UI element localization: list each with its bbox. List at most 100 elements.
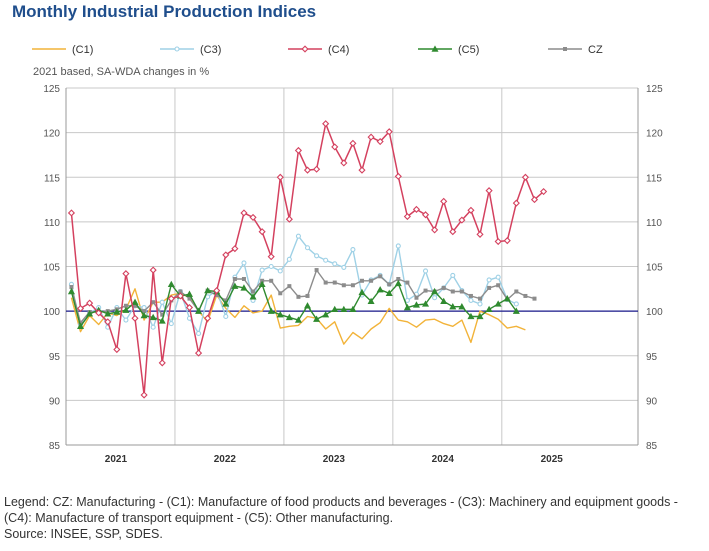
point-c4-15: [204, 314, 212, 322]
point-c4-32: [358, 166, 366, 174]
point-cz-22: [269, 278, 274, 283]
point-c4-49: [512, 199, 520, 207]
point-c5-20: [249, 293, 257, 300]
point-c3-15: [205, 294, 211, 300]
point-c5-8: [140, 311, 148, 319]
point-c5-38: [412, 301, 420, 308]
point-c5-36: [394, 279, 402, 287]
point-cz-42: [450, 289, 455, 294]
point-cz-25: [296, 294, 301, 299]
point-c3-36: [395, 243, 401, 249]
point-c5-30: [340, 305, 348, 313]
point-c5-27: [313, 315, 321, 322]
point-c5-6: [122, 306, 130, 313]
point-c4-16: [213, 287, 221, 295]
point-c4-52: [539, 187, 548, 196]
x-tick-label-2025: 2025: [541, 454, 564, 465]
y-tick-label-right-120: 120: [646, 129, 663, 140]
point-c5-32: [358, 288, 366, 296]
point-cz-6: [123, 303, 128, 308]
point-c4-20: [249, 213, 257, 221]
point-c5-0: [67, 287, 75, 295]
point-cz-29: [332, 280, 337, 285]
point-c3-30: [341, 264, 347, 270]
series-c4: [67, 120, 548, 399]
y-tick-label-left-120: 120: [43, 129, 60, 140]
point-c4-45: [476, 230, 484, 238]
point-cz-51: [532, 296, 537, 301]
point-cz-9: [151, 300, 156, 305]
point-cz-32: [359, 278, 364, 283]
point-c3-37: [404, 297, 410, 303]
point-cz-45: [478, 296, 483, 301]
point-cz-13: [187, 296, 192, 301]
y-tick-label-right-110: 110: [646, 218, 662, 229]
point-c5-44: [467, 312, 475, 320]
point-c4-35: [385, 128, 393, 136]
point-cz-26: [305, 293, 310, 298]
point-cz-36: [396, 276, 401, 281]
series-c5: [67, 279, 520, 329]
point-cz-37: [405, 280, 410, 285]
y-tick-label-left-95: 95: [49, 352, 61, 363]
y-tick-label-right-100: 100: [646, 307, 663, 318]
source-note: Source: INSEE, SSP, SDES.: [4, 527, 163, 541]
point-c3-9: [150, 324, 156, 330]
point-c4-1: [76, 304, 85, 313]
y-tick-label-right-85: 85: [646, 441, 658, 452]
point-c5-28: [322, 311, 330, 318]
point-c3-14: [196, 330, 202, 336]
point-cz-16: [214, 293, 219, 298]
point-c4-7: [131, 314, 139, 322]
point-cz-0: [69, 285, 74, 290]
legend-swatch-marker-c4: [301, 45, 309, 53]
point-cz-43: [459, 289, 464, 294]
point-cz-7: [133, 303, 138, 308]
point-c5-25: [294, 316, 302, 323]
y-tick-label-right-90: 90: [646, 396, 658, 407]
series-c3: [68, 233, 519, 336]
legend-swatch-marker-cz: [563, 47, 567, 51]
legend-item-c4: (C4): [288, 44, 349, 56]
y-tick-label-right-105: 105: [646, 263, 663, 274]
point-c4-47: [494, 237, 502, 246]
point-c4-24: [285, 215, 293, 223]
point-cz-50: [523, 293, 528, 298]
x-tick-label-2023: 2023: [323, 454, 346, 465]
point-c3-39: [422, 268, 429, 274]
point-c3-6: [123, 317, 129, 323]
legend-swatch-marker-c5: [431, 45, 439, 52]
point-c5-40: [431, 287, 439, 295]
point-c5-33: [367, 297, 375, 305]
point-c4-29: [331, 143, 339, 151]
series-line-c4: [70, 122, 545, 396]
point-c5-35: [385, 289, 393, 296]
point-c4-30: [340, 159, 348, 167]
legend-item-c1: (C1): [32, 44, 93, 56]
point-c5-46: [485, 305, 493, 313]
point-c4-44: [467, 206, 475, 214]
point-c3-27: [314, 253, 320, 259]
legend-item-c3: (C3): [160, 44, 221, 56]
point-c4-19: [240, 209, 248, 217]
chart-subtitle: 2021 based, SA-WDA changes in %: [33, 66, 209, 78]
point-c4-6: [122, 270, 130, 278]
point-c3-44: [468, 297, 474, 303]
point-c5-22: [267, 307, 275, 314]
point-cz-27: [314, 268, 319, 273]
y-tick-label-left-100: 100: [43, 307, 60, 318]
point-c4-42: [449, 228, 457, 236]
y-tick-label-left-105: 105: [43, 263, 60, 274]
point-c4-37: [403, 212, 411, 221]
point-c3-46: [486, 277, 492, 283]
point-c3-24: [286, 256, 292, 262]
point-c4-12: [176, 292, 184, 300]
point-c4-41: [440, 197, 448, 205]
y-tick-label-left-115: 115: [44, 173, 60, 184]
legend-label-c1: (C1): [72, 44, 93, 56]
point-c4-13: [185, 303, 194, 312]
point-c3-10: [159, 299, 165, 305]
point-c3-29: [332, 261, 338, 267]
point-c4-18: [231, 245, 239, 253]
point-c4-4: [104, 318, 112, 326]
